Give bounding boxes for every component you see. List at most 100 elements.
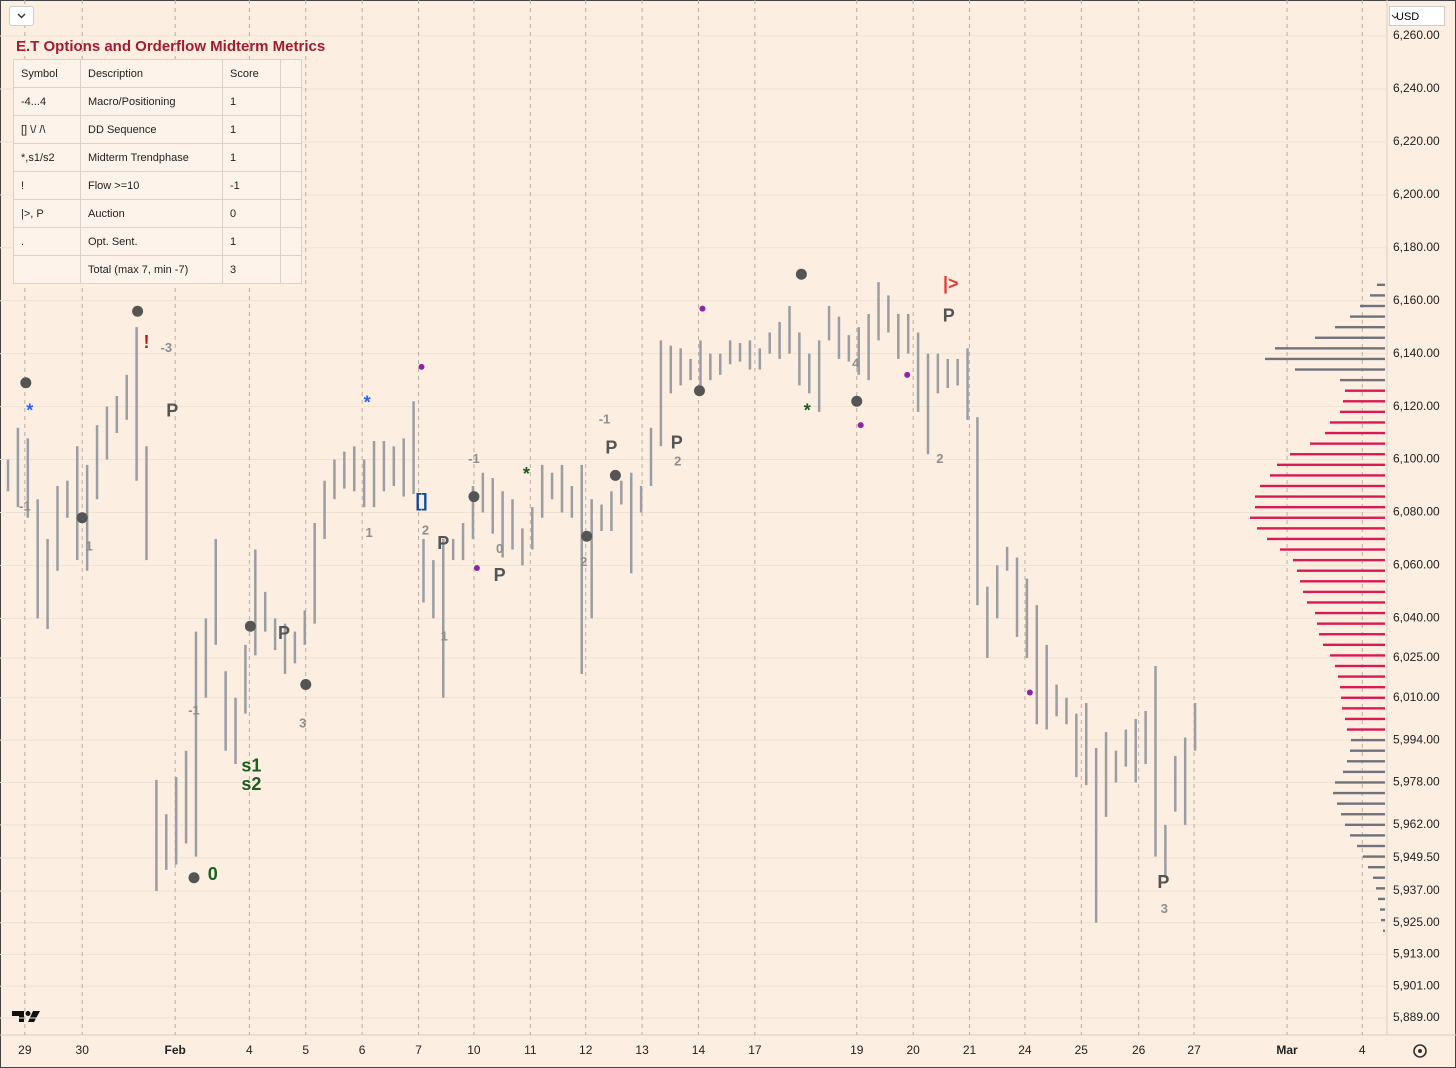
x-tick-label: 26: [1132, 1043, 1146, 1057]
gear-center[interactable]: [1418, 1049, 1422, 1053]
y-tick-label: 6,200.00: [1393, 187, 1440, 201]
profile-bar: [1342, 707, 1385, 710]
profile-bar: [1319, 633, 1385, 636]
profile-bar: [1378, 897, 1385, 901]
profile-bar: [1330, 421, 1385, 424]
sentiment-dot: [904, 371, 911, 378]
table-row: ! Flow >=10 -1: [13, 171, 302, 200]
table-pad: [280, 171, 302, 200]
profile-bar: [1275, 347, 1385, 350]
signal-dot: [300, 679, 312, 691]
table-row: *,s1/s2 Midterm Trendphase 1: [13, 143, 302, 172]
profile-bar: [1290, 453, 1385, 456]
table-cell: DD Sequence: [80, 115, 223, 144]
y-tick-label: 6,180.00: [1393, 240, 1440, 254]
table-pad: [280, 87, 302, 116]
profile-bar: [1381, 918, 1385, 922]
gear-ring[interactable]: [1413, 1044, 1427, 1058]
y-tick-label: 6,120.00: [1393, 399, 1440, 413]
x-tick-label: 29: [18, 1043, 32, 1057]
annotation: 4: [852, 356, 860, 371]
table-row: . Opt. Sent. 1: [13, 227, 302, 256]
profile-bar: [1343, 400, 1385, 403]
y-tick-label: 5,925.00: [1393, 915, 1440, 929]
sentiment-dot: [857, 422, 864, 429]
y-tick-label: 5,937.00: [1393, 883, 1440, 897]
chevron-icon[interactable]: [10, 7, 33, 25]
tv-logo: [12, 1011, 40, 1022]
dropdown-icon[interactable]: [1390, 13, 1400, 21]
table-cell: Description: [80, 59, 223, 88]
signal-dot: [244, 620, 256, 632]
x-tick-label: 14: [692, 1043, 706, 1057]
x-tick-label: 4: [1359, 1043, 1366, 1057]
profile-bar: [1347, 760, 1385, 763]
annotation: P: [494, 565, 506, 585]
annotation: P: [671, 432, 683, 452]
profile-bar: [1373, 876, 1385, 879]
y-tick-label: 5,962.00: [1393, 817, 1440, 831]
x-tick-label: 10: [467, 1043, 481, 1057]
chevron[interactable]: [17, 13, 26, 19]
x-tick-label: 7: [415, 1043, 422, 1057]
annotation: 2: [936, 451, 943, 466]
table-cell: *,s1/s2: [13, 143, 81, 172]
table-cell: Auction: [80, 199, 223, 228]
sentiment-dot: [1026, 689, 1033, 696]
y-tick-label: 6,260.00: [1393, 28, 1440, 42]
y-tick-label: 5,901.00: [1393, 978, 1440, 992]
logo-part: [28, 1011, 40, 1022]
annotation: -1: [468, 451, 480, 466]
profile-bar: [1345, 823, 1385, 827]
x-tick-label: 5: [302, 1043, 309, 1057]
table-cell: Macro/Positioning: [80, 87, 223, 116]
annotation: *: [364, 393, 371, 413]
annotation: *: [804, 401, 811, 421]
profile-bar: [1340, 378, 1385, 382]
annotation: -3: [161, 340, 173, 355]
profile-bar: [1277, 463, 1385, 467]
signal-dot: [20, 377, 32, 389]
logo-part: [12, 1011, 24, 1022]
x-tick-label: 24: [1018, 1043, 1032, 1057]
table-cell: 1: [222, 227, 281, 256]
collapse-button[interactable]: [9, 6, 34, 26]
profile-bar: [1323, 643, 1385, 647]
profile-bar: [1341, 696, 1385, 699]
metrics-table: Symbol Description Score -4...4 Macro/Positi…: [13, 59, 302, 284]
profile-bar: [1338, 675, 1385, 678]
y-tick-label: 5,913.00: [1393, 947, 1440, 961]
annotation: 1: [86, 538, 93, 553]
profile-bar: [1307, 601, 1385, 604]
sentiment-dot: [418, 363, 425, 370]
profile-bar: [1343, 770, 1385, 774]
annotation: P: [278, 623, 290, 643]
currency-select[interactable]: USD: [1389, 6, 1445, 26]
annotation: s2: [241, 774, 261, 794]
profile-bar: [1345, 717, 1385, 721]
y-tick-label: 6,080.00: [1393, 505, 1440, 519]
settings-icon[interactable]: [1413, 1044, 1427, 1058]
profile-bar: [1330, 654, 1385, 657]
profile-bar: [1293, 558, 1385, 562]
x-tick-label: Feb: [165, 1043, 186, 1057]
table-cell: [] \/ /\: [13, 115, 81, 144]
y-tick-label: 5,994.00: [1393, 732, 1440, 746]
logo-part: [25, 1011, 31, 1016]
signal-dot: [468, 491, 480, 503]
profile-bar: [1250, 516, 1385, 519]
x-tick-label: 11: [524, 1043, 537, 1057]
annotation: 3: [1161, 901, 1168, 916]
profile-bar: [1335, 325, 1385, 329]
table-pad: [280, 115, 302, 144]
y-tick-label: 6,010.00: [1393, 690, 1440, 704]
table-cell: Opt. Sent.: [80, 227, 223, 256]
annotation: []: [416, 491, 428, 511]
chevron[interactable]: [1391, 14, 1399, 19]
x-tick-label: 6: [359, 1043, 366, 1057]
profile-bar: [1350, 834, 1385, 837]
y-tick-label: 6,060.00: [1393, 558, 1440, 572]
profile-bar: [1335, 664, 1385, 668]
annotation: 2: [422, 522, 429, 537]
